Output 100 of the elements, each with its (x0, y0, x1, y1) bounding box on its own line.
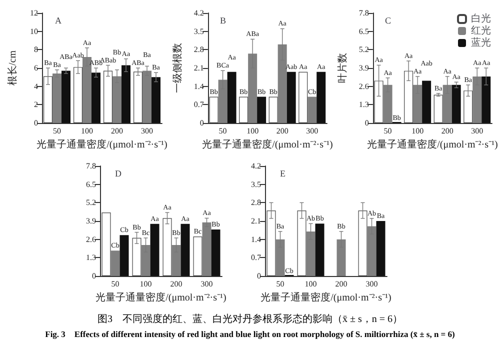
y-tick-label: 0 (257, 272, 261, 280)
y-tick-label: 0.7 (251, 253, 261, 262)
legend-label: 蓝光 (471, 36, 491, 48)
bar (257, 96, 266, 123)
x-tick-label: 200 (441, 126, 454, 136)
bar (193, 236, 202, 276)
x-axis-title: 光量子通量密度/(μmol·m⁻²·s⁻¹) (36, 138, 168, 150)
bar (44, 76, 52, 123)
bar (209, 96, 218, 123)
bar (434, 94, 443, 123)
y-tick-label: 2.1 (194, 64, 204, 72)
bar (120, 235, 129, 276)
x-tick-label: 100 (81, 126, 93, 136)
bar (315, 224, 324, 276)
y-tick-label: 1.4 (251, 234, 261, 244)
x-tick-label: 300 (200, 280, 213, 288)
chart-title: C (385, 16, 392, 26)
y-tick-label: 1.3 (86, 253, 96, 262)
x-tick-label: 50 (111, 280, 120, 288)
bar (152, 77, 160, 123)
y-tick-label: 4 (34, 82, 38, 91)
x-axis-title: 光量子通量密度/(μmol·m⁻²·s⁻¹) (367, 138, 498, 150)
bar (162, 218, 172, 276)
x-tick-label: 200 (335, 280, 348, 288)
y-tick-label: 0.7 (194, 100, 204, 110)
bar (422, 80, 432, 123)
bar (211, 229, 220, 276)
y-tick-label: 0 (364, 118, 369, 128)
x-axis-title: 光量子通量密度/(μmol·m⁻²·s⁻¹) (260, 292, 392, 304)
x-tick-label: 200 (170, 280, 182, 288)
y-tick-label: 7.8 (358, 8, 369, 18)
y-axis-title: 一级侧根数 (172, 43, 184, 93)
y-tick-label: 5.2 (86, 198, 96, 208)
y-tick-label: 6 (34, 64, 38, 72)
bar (142, 70, 152, 123)
bar (464, 90, 473, 123)
bar (404, 70, 414, 123)
x-tick-label: 300 (306, 126, 318, 136)
bar (298, 72, 308, 123)
y-tick-label: 1.4 (194, 82, 204, 91)
y-tick-label: 7.8 (86, 162, 96, 170)
x-tick-label: 50 (384, 126, 392, 136)
x-axis-title: 光量子通量密度/(μmol·m⁻²·s⁻¹) (96, 292, 226, 304)
chart-title: D (115, 168, 122, 178)
bar (376, 221, 386, 276)
bar (268, 96, 278, 123)
y-tick-label: 8 (34, 45, 38, 54)
x-tick-label: 300 (366, 280, 378, 288)
y-tick-label: 1.3 (358, 100, 369, 110)
y-tick-label: 10 (30, 26, 38, 36)
y-tick-label: 3.5 (194, 26, 204, 36)
y-tick-label: 6.5 (86, 180, 96, 189)
y-tick-label: 0 (92, 272, 96, 280)
bar (110, 250, 120, 276)
y-tick-label: 3.9 (358, 64, 369, 72)
y-tick-label: 2.1 (251, 216, 261, 226)
x-axis-title: 光量子通量密度/(μmol·m⁻²·s⁻¹) (202, 138, 333, 150)
bar (227, 72, 236, 123)
bar (62, 70, 70, 123)
bar (92, 72, 100, 123)
bar (74, 67, 82, 123)
chart-title: B (220, 16, 226, 26)
y-axis-title: 叶片数 (336, 53, 348, 83)
caption: Fig. 3 Effects of different intensity of red light and blue light on root morphology of S. miltiorrhiza (x̄ ± s, n = 6) (44, 328, 456, 341)
bar (102, 212, 111, 276)
bar (202, 222, 212, 276)
bar (316, 72, 326, 123)
bar (482, 76, 491, 123)
y-tick-label: 4.2 (251, 162, 261, 170)
y-axis-title: 根长/cm (6, 50, 18, 86)
chart-title: E (280, 168, 286, 178)
y-tick-label: 5.2 (358, 45, 369, 54)
y-tick-label: 12 (30, 8, 38, 18)
chart-title: A (55, 16, 62, 26)
bar (180, 224, 190, 276)
bar (358, 210, 368, 276)
x-tick-label: 300 (471, 126, 484, 136)
bar (374, 80, 384, 123)
x-tick-label: 50 (53, 126, 61, 136)
bar (239, 96, 248, 123)
bar (266, 210, 276, 276)
x-tick-label: 50 (276, 280, 284, 288)
y-tick-label: 2.8 (194, 45, 204, 54)
x-tick-label: 200 (276, 126, 288, 136)
legend-label: 白光 (471, 12, 491, 24)
legend-label: 红光 (471, 24, 491, 36)
y-tick-label: 4.2 (194, 8, 204, 18)
x-tick-label: 100 (140, 280, 152, 288)
y-tick-label: 2 (34, 100, 38, 110)
bar (122, 65, 130, 123)
bar (132, 238, 142, 276)
y-tick-label: 6.5 (358, 26, 369, 36)
y-tick-label: 2.6 (86, 234, 96, 244)
y-tick-label: 2.8 (251, 198, 261, 208)
x-tick-label: 100 (246, 126, 259, 136)
x-tick-label: 200 (111, 126, 123, 136)
y-tick-label: 0 (34, 118, 38, 128)
y-tick-label: 3.9 (86, 216, 96, 226)
y-tick-label: 2.6 (358, 82, 369, 91)
bar (286, 72, 296, 123)
